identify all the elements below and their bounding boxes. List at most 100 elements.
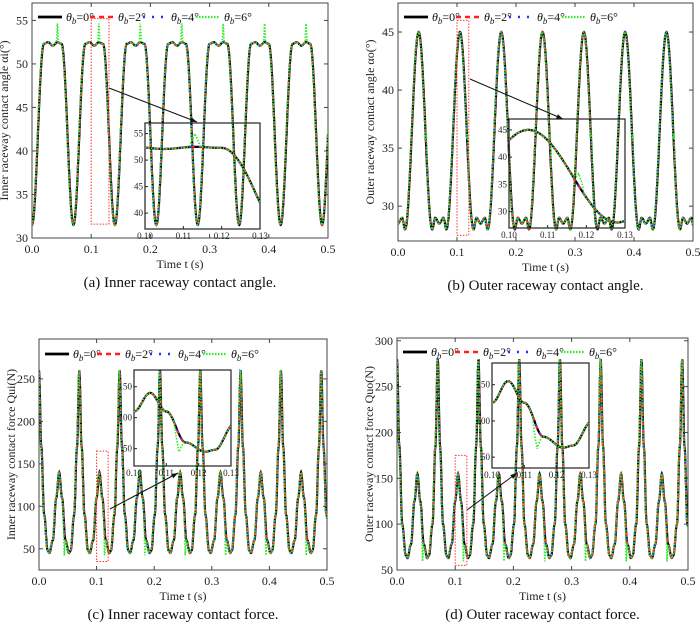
inset-x-tick-label: 0.11 [540, 230, 555, 240]
x-tick-label: 0.2 [506, 574, 521, 588]
x-tick-label: 0.3 [202, 242, 217, 256]
zoom-arrow [109, 472, 179, 510]
inset-x-tick-label: 0.10 [501, 230, 517, 240]
zoom-region-box [454, 454, 468, 566]
y-tick-label: 250 [17, 372, 35, 386]
legend-label: θb=2° [125, 347, 153, 363]
y-tick-label: 45 [16, 100, 28, 114]
legend-entry-2: θb=4° [150, 347, 206, 363]
legend-label: θb=0° [432, 10, 460, 26]
x-tick-label: 0.5 [321, 242, 336, 256]
y-tick-label: 250 [375, 380, 393, 394]
zoom-region-box [90, 18, 110, 225]
y-tick-label: 150 [375, 471, 393, 485]
inset-y-tick-label: 55 [134, 129, 144, 139]
inset-x-tick-label: 0.13 [223, 468, 239, 478]
inset-x-tick-label: 0.12 [549, 470, 565, 480]
legend-entry-0: θb=0° [45, 347, 101, 363]
y-tick-label: 50 [16, 57, 28, 71]
zoom-region-box [96, 450, 109, 563]
y-tick-label: 100 [375, 517, 393, 531]
legend-label: θb=4° [171, 10, 199, 26]
legend-entry-2: θb=4° [509, 10, 565, 26]
inset-x-tick-label: 0.12 [214, 231, 230, 241]
y-tick-label: 35 [16, 187, 28, 201]
series-line-1 [134, 391, 231, 453]
legend-entry-2: θb=4° [143, 10, 199, 26]
y-axis-label: Outer raceway contact force Quo(N) [362, 366, 376, 542]
legend-entry-3: θb=6° [562, 10, 618, 26]
x-axis-label: Time t (s) [522, 260, 569, 274]
y-tick-label: 35 [382, 141, 394, 155]
y-tick-label: 55 [16, 13, 28, 27]
inset-y-tick-label: 100 [477, 416, 491, 426]
subplot-caption: (b) Outer raceway contact angle. [447, 278, 643, 294]
x-axis-label: Time t (s) [160, 589, 207, 603]
series-line-3 [492, 380, 589, 449]
legend-label: θb=0° [73, 347, 101, 363]
inset-x-tick-label: 0.11 [517, 470, 532, 480]
legend-label: θb=2° [484, 10, 512, 26]
zoom-arrow [469, 78, 564, 120]
legend-entry-1: θb=2° [97, 347, 153, 363]
inset-x-tick-label: 0.11 [176, 231, 191, 241]
inset-y-tick-label: 40 [134, 208, 144, 218]
inset-y-tick-label: 50 [134, 155, 144, 165]
inset-x-tick-label: 0.13 [252, 231, 268, 241]
legend-label: θb=6° [224, 10, 252, 26]
y-tick-label: 50 [381, 563, 393, 577]
x-tick-label: 0.0 [390, 574, 405, 588]
subplot-d: 0.0 0.1 0.2 0.3 0.4 0.5 50 100 150 200 250 300 Time … [362, 334, 696, 623]
series-line-2 [397, 357, 688, 560]
y-tick-label: 30 [382, 199, 394, 213]
legend-entry-0: θb=0° [38, 10, 94, 26]
legend-label: θb=4° [537, 10, 565, 26]
legend-entry-2: θb=4° [508, 345, 564, 361]
y-tick-label: 40 [16, 144, 28, 158]
y-tick-label: 45 [382, 25, 394, 39]
inset-x-tick-label: 0.10 [137, 231, 153, 241]
x-tick-label: 0.3 [564, 574, 579, 588]
legend-entry-1: θb=2° [455, 345, 511, 361]
plot-frame [397, 2, 694, 242]
legend-label: θb=0° [431, 345, 459, 361]
series-line-3 [509, 129, 625, 224]
y-tick-label: 200 [375, 425, 393, 439]
series-line-3 [134, 392, 231, 455]
subplot-a: 0.0 0.1 0.2 0.3 0.4 0.5 30 35 40 45 50 55 Time t (s)… [0, 2, 336, 291]
legend-label: θb=4° [178, 347, 206, 363]
y-tick-label: 300 [375, 334, 393, 348]
x-tick-label: 0.1 [450, 245, 465, 259]
x-tick-label: 0.1 [89, 574, 104, 588]
x-tick-label: 0.4 [262, 574, 277, 588]
legend-entry-3: θb=6° [561, 345, 617, 361]
inset-y-tick-label: 150 [119, 382, 133, 392]
y-tick-label: 150 [17, 457, 35, 471]
zoom-region-box [456, 19, 470, 236]
series-line-3 [39, 370, 327, 556]
y-axis-label: Inner raceway contact angle αi(°) [0, 40, 11, 200]
x-tick-label: 0.2 [147, 574, 162, 588]
x-tick-label: 0.0 [391, 245, 406, 259]
arrow-head-icon [190, 117, 197, 122]
inset-x-tick-label: 0.12 [578, 230, 594, 240]
legend-label: θb=6° [231, 347, 259, 363]
legend-entry-3: θb=6° [203, 347, 259, 363]
y-axis-label: Inner raceway contact force Qui(N) [4, 369, 18, 540]
x-tick-label: 0.3 [568, 245, 583, 259]
legend-label: θb=0° [66, 10, 94, 26]
inset-x-tick-label: 0.13 [581, 470, 597, 480]
x-tick-label: 0.4 [622, 574, 637, 588]
x-tick-label: 0.1 [84, 242, 99, 256]
inset-y-tick-label: 40 [498, 152, 508, 162]
subplot-caption: (c) Inner raceway contact force. [87, 607, 278, 623]
subplot-b: 0.0 0.1 0.2 0.3 0.4 0.5 30 35 40 45 Time t (s) Oute… [363, 2, 700, 294]
y-tick-label: 30 [16, 231, 28, 245]
inset-y-tick-label: 45 [134, 182, 144, 192]
y-tick-label: 40 [382, 83, 394, 97]
legend-entry-3: θb=6° [196, 10, 252, 26]
inset-x-tick-label: 0.10 [484, 470, 500, 480]
inset-y-tick-label: 50 [123, 444, 133, 454]
inset-x-tick-label: 0.13 [617, 230, 633, 240]
